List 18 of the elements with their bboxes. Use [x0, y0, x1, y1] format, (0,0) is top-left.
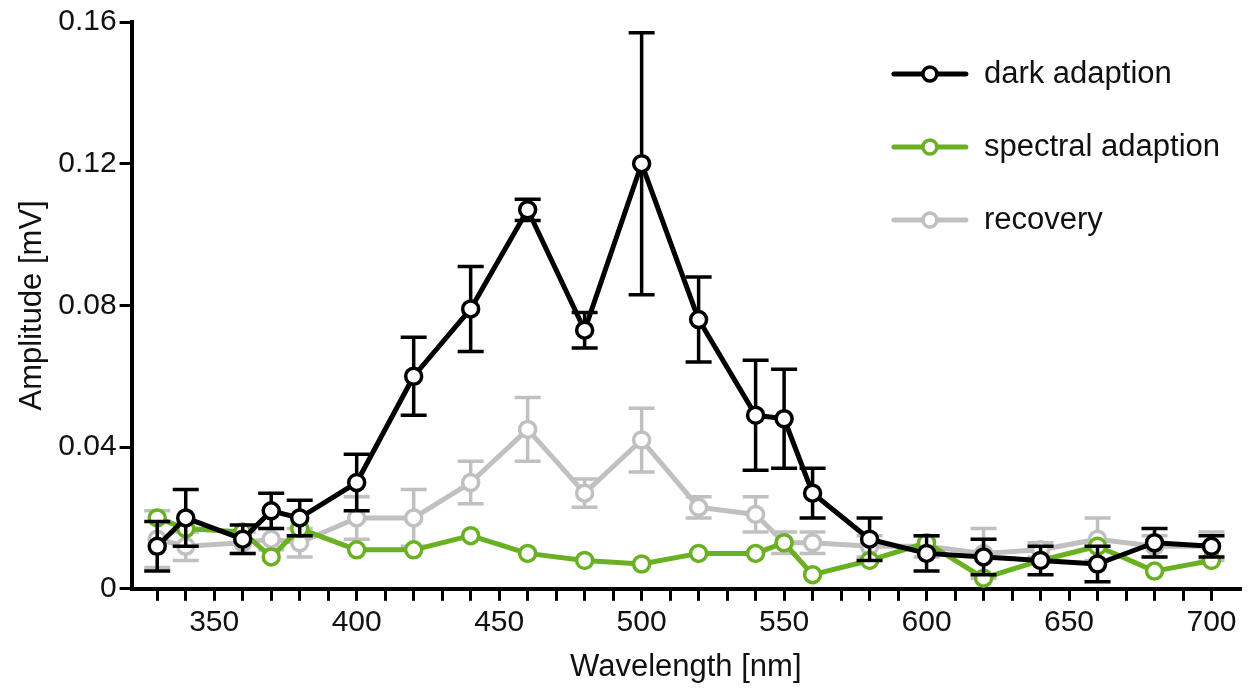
- x-tick-label: 600: [901, 604, 952, 638]
- x-tick-label: 650: [1044, 604, 1095, 638]
- legend-label: dark adaption: [983, 54, 1172, 90]
- legend-label: recovery: [983, 200, 1104, 236]
- y-tick-label: 0.12: [58, 144, 117, 178]
- x-axis-title: Wavelength [nm]: [570, 647, 802, 683]
- y-tick-label: 0.08: [58, 286, 117, 320]
- y-tick-label: 0.16: [58, 3, 117, 37]
- x-tick-label: 400: [331, 604, 382, 638]
- y-tick-label: 0.04: [58, 428, 117, 462]
- legend-label: spectral adaption: [983, 127, 1221, 163]
- y-tick-label: 0: [99, 570, 117, 604]
- y-axis-title: Amplitude [mV]: [13, 200, 49, 411]
- x-tick-label: 700: [1186, 604, 1237, 638]
- x-tick-label: 350: [189, 604, 240, 638]
- x-tick-label: 500: [616, 604, 667, 638]
- x-tick-label: 450: [474, 604, 525, 638]
- x-tick-label: 550: [759, 604, 810, 638]
